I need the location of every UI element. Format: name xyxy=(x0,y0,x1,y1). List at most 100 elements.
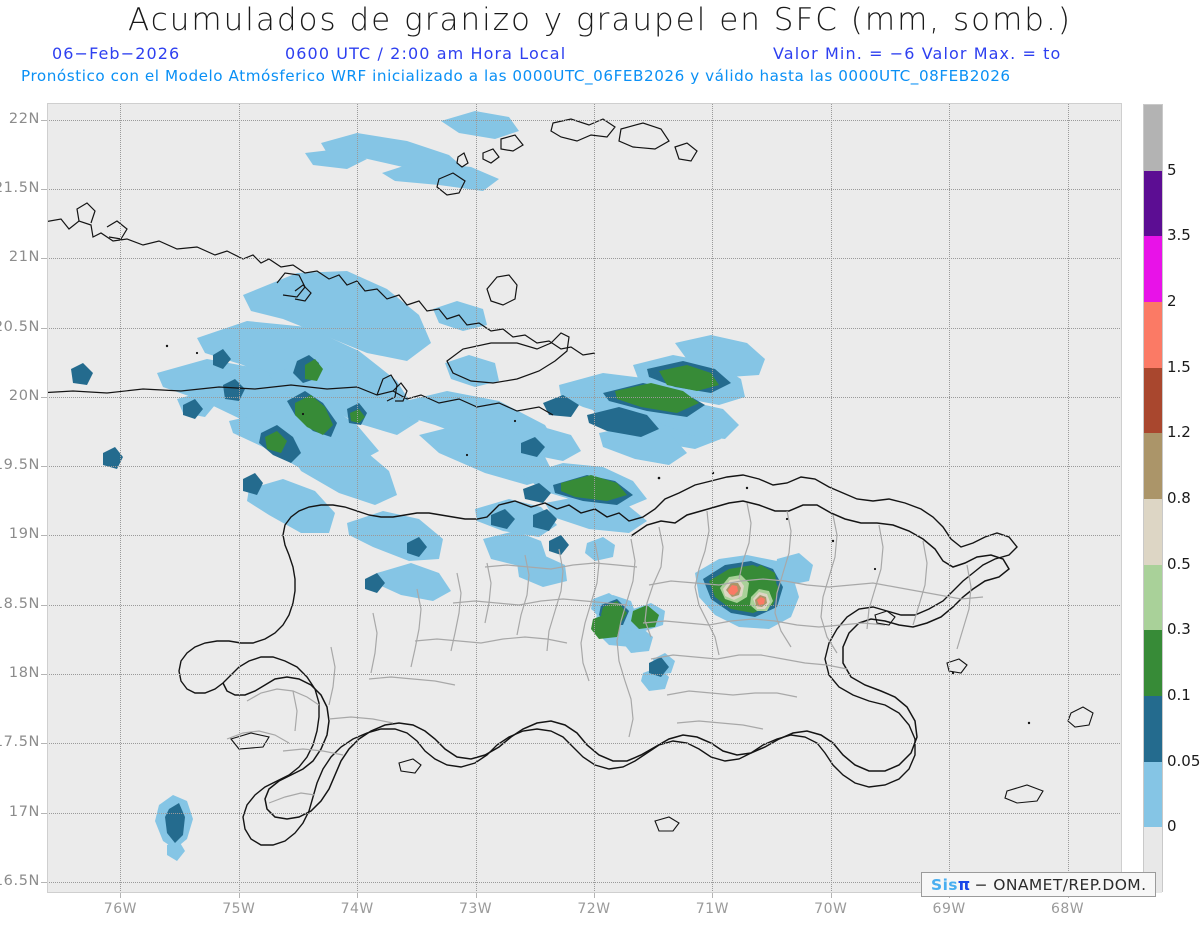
colorbar-segment xyxy=(1144,170,1162,237)
x-axis-tick xyxy=(593,893,595,898)
gridline-vertical xyxy=(830,103,832,893)
gridline-vertical xyxy=(712,103,714,893)
map-plot-area xyxy=(47,103,1122,893)
y-axis-tick xyxy=(41,119,47,121)
colorbar-tick-label: 0.05 xyxy=(1167,751,1200,770)
colorbar-tick-label: 0 xyxy=(1167,817,1177,836)
gridline-horizontal xyxy=(47,674,1122,676)
island-dots xyxy=(165,344,1031,725)
hispaniola-outline-detail xyxy=(222,500,1010,820)
y-axis-tick xyxy=(41,604,47,606)
jamaica-coastline xyxy=(446,332,570,384)
gridline-vertical xyxy=(475,103,477,893)
y-axis-tick xyxy=(41,327,47,329)
x-axis-label: 71W xyxy=(695,901,729,917)
source-watermark: Sis π − ONAMET/REP.DOM. xyxy=(921,872,1157,897)
gridline-horizontal xyxy=(47,188,1122,190)
colorbar-segment xyxy=(1144,302,1162,368)
y-axis-label: 18N xyxy=(8,665,40,682)
gridline-horizontal xyxy=(47,812,1122,814)
forecast-time: 0600 UTC / 2:00 am Hora Local xyxy=(285,44,567,63)
gridline-horizontal xyxy=(47,258,1122,260)
gridline-horizontal xyxy=(47,743,1122,745)
x-axis-tick xyxy=(238,893,240,898)
y-axis-tick xyxy=(41,258,47,260)
x-axis-label: 74W xyxy=(340,901,374,917)
x-axis-tick xyxy=(475,893,477,898)
gridline-horizontal xyxy=(47,535,1122,537)
colorbar-segment xyxy=(1144,499,1162,565)
precipitation-shading-layer xyxy=(71,111,813,861)
colorbar-tick-label: 1.2 xyxy=(1167,423,1191,442)
y-axis-label: 20N xyxy=(8,387,40,404)
colorbar-segment xyxy=(1144,105,1162,171)
colorbar-tick-label: 0.5 xyxy=(1167,554,1191,573)
x-axis-tick xyxy=(712,893,714,898)
y-axis-tick xyxy=(41,812,47,814)
colorbar-segment xyxy=(1144,367,1162,434)
y-axis-tick xyxy=(41,743,47,745)
y-axis-label: 21N xyxy=(8,249,40,266)
y-axis-tick xyxy=(41,396,47,398)
y-axis-label: 22N xyxy=(8,110,40,127)
gridline-vertical xyxy=(120,103,122,893)
y-axis-tick xyxy=(41,466,47,468)
forecast-date: 06−Feb−2026 xyxy=(52,44,181,63)
gridline-vertical xyxy=(593,103,595,893)
minor-islands xyxy=(230,610,1094,832)
band-15-2 xyxy=(728,585,765,605)
bahamas-islands xyxy=(436,118,698,306)
x-axis-label: 73W xyxy=(458,901,493,917)
colorbar-tick-label: 0.3 xyxy=(1167,620,1191,639)
x-axis-label: 72W xyxy=(577,901,611,917)
logo-org-text: − ONAMET/REP.DOM. xyxy=(974,875,1147,894)
x-axis-tick xyxy=(830,893,832,898)
hispaniola-coastline xyxy=(178,474,1018,846)
x-axis-label: 75W xyxy=(222,901,256,917)
y-axis-tick xyxy=(41,881,47,883)
gridline-horizontal xyxy=(47,396,1122,398)
y-axis-label: 21.5N xyxy=(0,179,40,196)
gridline-horizontal xyxy=(47,327,1122,329)
x-axis-label: 68W xyxy=(1050,901,1085,917)
y-axis-label: 19N xyxy=(8,526,40,543)
colorbar-segment xyxy=(1144,433,1162,499)
y-axis-label: 16.5N xyxy=(0,872,40,889)
colorbar-tick-label: 3.5 xyxy=(1167,226,1191,245)
y-axis-label: 19.5N xyxy=(0,457,40,474)
colorbar-segment xyxy=(1144,564,1162,631)
model-description: Pronóstico con el Modelo Atmósferico WRF… xyxy=(21,67,1011,85)
y-axis-label: 20.5N xyxy=(0,318,40,335)
x-axis-label: 76W xyxy=(103,901,137,917)
y-axis-label: 17N xyxy=(8,803,40,820)
gridline-horizontal xyxy=(47,604,1122,606)
colorbar-segment xyxy=(1144,630,1162,696)
y-axis-label: 17.5N xyxy=(0,734,40,751)
y-axis-tick xyxy=(41,535,47,537)
colorbar[interactable] xyxy=(1143,104,1163,893)
colorbar-tick-label: 0.8 xyxy=(1167,489,1191,507)
y-axis-tick xyxy=(41,188,47,190)
gridline-vertical xyxy=(357,103,359,893)
header: Acumulados de granizo y graupel en SFC (… xyxy=(0,0,1200,95)
gridline-vertical xyxy=(949,103,951,893)
logo-pi-icon: π xyxy=(957,875,971,894)
x-axis-label: 69W xyxy=(932,901,966,917)
value-range: Valor Min. = −6 Valor Max. = to xyxy=(773,44,1062,63)
gridline-horizontal xyxy=(47,881,1122,883)
colorbar-segment xyxy=(1144,236,1162,302)
gridline-vertical xyxy=(1067,103,1069,893)
colorbar-tick-label: 5 xyxy=(1167,160,1177,179)
y-axis-label: 18.5N xyxy=(0,595,40,612)
colorbar-segment xyxy=(1144,761,1162,828)
cuba-coastline xyxy=(47,202,596,356)
gridline-horizontal xyxy=(47,119,1122,121)
colorbar-tick-label: 0.1 xyxy=(1167,686,1191,704)
province-boundaries xyxy=(226,502,984,804)
gridline-vertical xyxy=(238,103,240,893)
colorbar-tick-label: 1.5 xyxy=(1167,357,1191,376)
colorbar-segment xyxy=(1144,696,1162,762)
x-axis-tick xyxy=(120,893,122,898)
x-axis-tick xyxy=(357,893,359,898)
x-axis-label: 70W xyxy=(814,901,848,917)
